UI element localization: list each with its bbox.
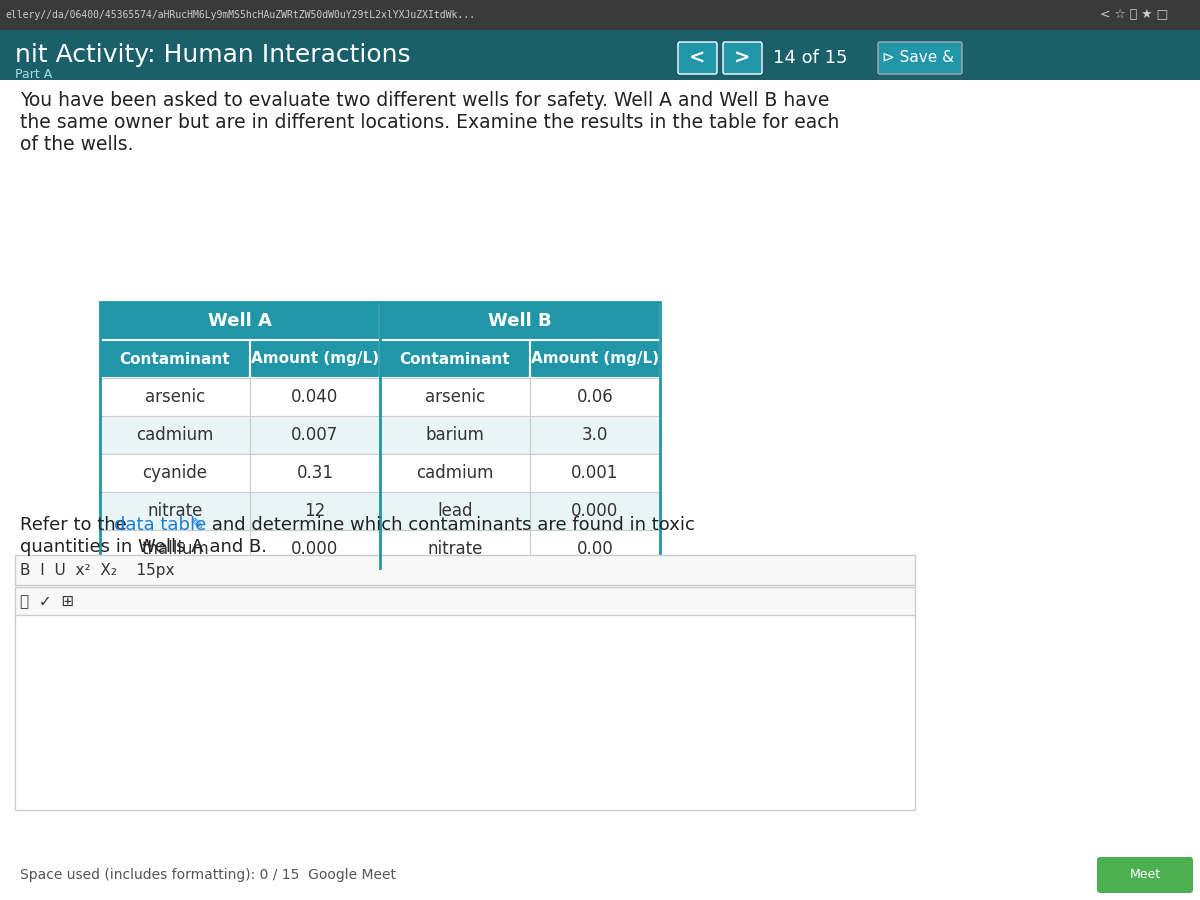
Text: Refer to the: Refer to the xyxy=(20,516,132,534)
FancyBboxPatch shape xyxy=(530,340,660,378)
FancyBboxPatch shape xyxy=(380,416,530,454)
Text: >: > xyxy=(734,49,750,68)
FancyBboxPatch shape xyxy=(100,340,250,378)
FancyBboxPatch shape xyxy=(380,340,530,378)
FancyBboxPatch shape xyxy=(1097,857,1193,893)
Text: 0.00: 0.00 xyxy=(577,540,613,558)
Text: 0.040: 0.040 xyxy=(292,388,338,406)
Text: of the wells.: of the wells. xyxy=(20,134,133,154)
Text: cyanide: cyanide xyxy=(143,464,208,482)
FancyBboxPatch shape xyxy=(0,30,1200,80)
FancyBboxPatch shape xyxy=(530,492,660,530)
Text: data table: data table xyxy=(114,516,206,534)
Text: < ☆ 🔴 ★ □: < ☆ 🔴 ★ □ xyxy=(1100,8,1169,22)
Text: arsenic: arsenic xyxy=(425,388,485,406)
Text: quantities in Wells A and B.: quantities in Wells A and B. xyxy=(20,538,266,556)
Text: 0.000: 0.000 xyxy=(571,502,619,520)
Text: ✎: ✎ xyxy=(191,518,203,533)
Text: Well B: Well B xyxy=(488,312,552,330)
Text: 3.0: 3.0 xyxy=(582,426,608,444)
Text: Meet: Meet xyxy=(1129,868,1160,881)
Text: 0.000: 0.000 xyxy=(292,540,338,558)
Text: lead: lead xyxy=(437,502,473,520)
Text: nit Activity: Human Interactions: nit Activity: Human Interactions xyxy=(14,43,410,67)
FancyBboxPatch shape xyxy=(530,530,660,568)
FancyBboxPatch shape xyxy=(100,416,250,454)
FancyBboxPatch shape xyxy=(100,530,250,568)
FancyBboxPatch shape xyxy=(530,378,660,416)
Text: Contaminant: Contaminant xyxy=(400,352,510,366)
FancyBboxPatch shape xyxy=(250,492,380,530)
Text: 0.06: 0.06 xyxy=(577,388,613,406)
Text: nitrate: nitrate xyxy=(148,502,203,520)
FancyBboxPatch shape xyxy=(380,530,530,568)
FancyBboxPatch shape xyxy=(100,454,250,492)
Text: You have been asked to evaluate two different wells for safety. Well A and Well : You have been asked to evaluate two diff… xyxy=(20,91,829,110)
Text: Amount (mg/L): Amount (mg/L) xyxy=(530,352,659,366)
Text: Part A: Part A xyxy=(14,68,53,80)
FancyBboxPatch shape xyxy=(380,492,530,530)
Text: B  I  U  x²  X₂    15px: B I U x² X₂ 15px xyxy=(20,562,174,578)
FancyBboxPatch shape xyxy=(250,340,380,378)
FancyBboxPatch shape xyxy=(100,378,250,416)
Text: 14 of 15: 14 of 15 xyxy=(773,49,847,67)
Text: Contaminant: Contaminant xyxy=(120,352,230,366)
Text: cadmium: cadmium xyxy=(137,426,214,444)
Text: 12: 12 xyxy=(305,502,325,520)
FancyBboxPatch shape xyxy=(250,454,380,492)
Text: Well A: Well A xyxy=(208,312,272,330)
FancyBboxPatch shape xyxy=(250,378,380,416)
Text: ⊳ Save &: ⊳ Save & xyxy=(882,50,954,66)
Text: 🖼  ✓  ⊞: 🖼 ✓ ⊞ xyxy=(20,595,74,609)
Text: Space used (includes formatting): 0 / 15  Google Meet: Space used (includes formatting): 0 / 15… xyxy=(20,868,396,882)
FancyBboxPatch shape xyxy=(878,42,962,74)
Text: the same owner but are in different locations. Examine the results in the table : the same owner but are in different loca… xyxy=(20,112,839,131)
Text: nitrate: nitrate xyxy=(427,540,482,558)
Text: <: < xyxy=(689,49,706,68)
Text: thallium: thallium xyxy=(142,540,209,558)
Text: arsenic: arsenic xyxy=(145,388,205,406)
FancyBboxPatch shape xyxy=(0,30,1200,900)
FancyBboxPatch shape xyxy=(380,454,530,492)
FancyBboxPatch shape xyxy=(100,302,380,340)
FancyBboxPatch shape xyxy=(0,0,1200,30)
FancyBboxPatch shape xyxy=(380,378,530,416)
FancyBboxPatch shape xyxy=(100,492,250,530)
FancyBboxPatch shape xyxy=(530,416,660,454)
Text: cadmium: cadmium xyxy=(416,464,493,482)
FancyBboxPatch shape xyxy=(722,42,762,74)
Text: 0.007: 0.007 xyxy=(292,426,338,444)
Text: and determine which contaminants are found in toxic: and determine which contaminants are fou… xyxy=(205,516,695,534)
Text: 0.001: 0.001 xyxy=(571,464,619,482)
FancyBboxPatch shape xyxy=(250,416,380,454)
FancyBboxPatch shape xyxy=(380,302,660,340)
Text: 0.31: 0.31 xyxy=(296,464,334,482)
FancyBboxPatch shape xyxy=(678,42,718,74)
FancyBboxPatch shape xyxy=(14,555,916,585)
FancyBboxPatch shape xyxy=(250,530,380,568)
FancyBboxPatch shape xyxy=(14,615,916,810)
Text: ellery//da/06400/45365574/aHRucHM6Ly9mMS5hcHAuZWRtZW50dW0uY29tL2xlYXJuZXItdWk...: ellery//da/06400/45365574/aHRucHM6Ly9mMS… xyxy=(5,10,475,20)
Text: barium: barium xyxy=(426,426,485,444)
FancyBboxPatch shape xyxy=(14,587,916,617)
FancyBboxPatch shape xyxy=(530,454,660,492)
Text: Amount (mg/L): Amount (mg/L) xyxy=(251,352,379,366)
